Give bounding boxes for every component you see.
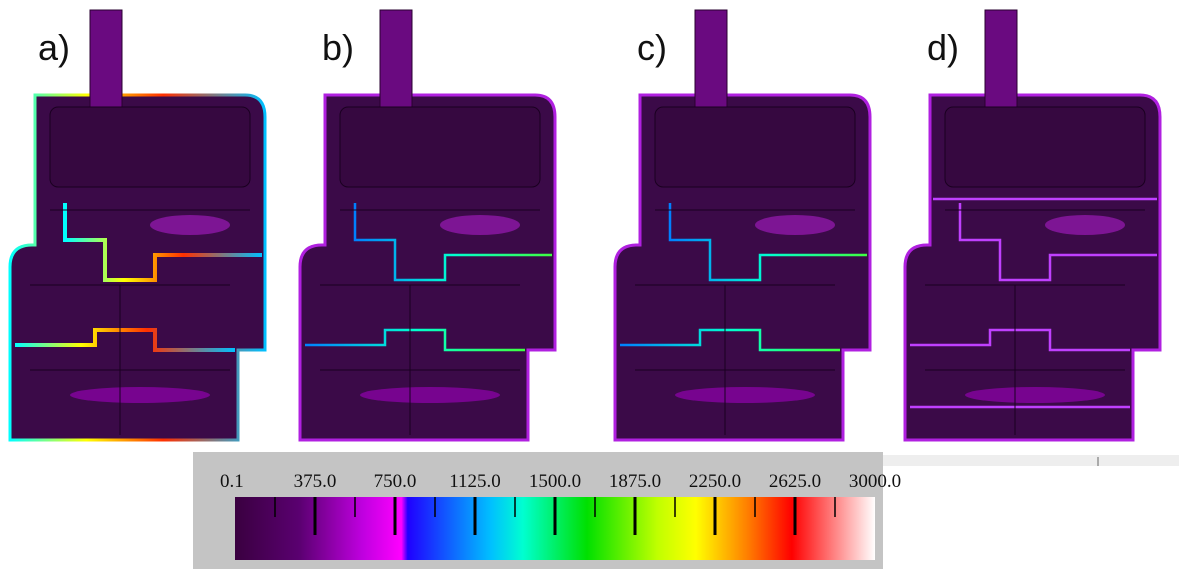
hot-spot xyxy=(440,215,520,235)
heat-contour xyxy=(15,328,235,352)
panel xyxy=(298,9,557,442)
heat-contour xyxy=(620,328,840,352)
panel-label: b) xyxy=(322,27,354,68)
colorbar-label: 2625.0 xyxy=(769,471,821,492)
panels: a) b) c) d) xyxy=(8,9,1162,442)
colorbar-labels: 0.1 375.0 750.0 1125.0 1500.0 1875.0 2250.0 262… xyxy=(220,471,901,535)
section-lines xyxy=(320,209,540,435)
panel-label: a) xyxy=(38,27,70,68)
hot-spot xyxy=(1045,215,1125,235)
heat-contour xyxy=(305,328,525,352)
strip xyxy=(883,455,1179,466)
colorbar-label: 1125.0 xyxy=(449,471,501,492)
hot-spot xyxy=(965,387,1105,403)
section-lines xyxy=(30,209,250,435)
panel-label: c) xyxy=(637,27,667,68)
hot-spot xyxy=(675,387,815,403)
colorbar-label: 3000.0 xyxy=(849,471,901,492)
colorbar-label: 750.0 xyxy=(374,471,417,492)
section-lines xyxy=(925,209,1145,435)
heat-contour xyxy=(353,203,552,282)
panel xyxy=(613,9,872,442)
heat-contour xyxy=(668,203,867,282)
sash-chamber xyxy=(654,106,856,188)
colorbar-label: 1875.0 xyxy=(609,471,661,492)
colorbar-label: 0.1 xyxy=(220,471,244,492)
panel-label: d) xyxy=(927,27,959,68)
hot-spot xyxy=(150,215,230,235)
hot-spot xyxy=(755,215,835,235)
hot-spot xyxy=(70,387,210,403)
panel xyxy=(903,9,1162,442)
sash-chamber xyxy=(49,106,251,188)
sash-chamber xyxy=(339,106,541,188)
colorbar-label: 2250.0 xyxy=(689,471,741,492)
heat-contour xyxy=(910,328,1130,352)
colorbar-label: 375.0 xyxy=(294,471,337,492)
hot-spot xyxy=(360,387,500,403)
colorbar-label: 1500.0 xyxy=(529,471,581,492)
heat-contour xyxy=(63,203,262,282)
panel xyxy=(8,9,267,442)
sash-chamber xyxy=(944,106,1146,188)
heat-contour xyxy=(958,203,1157,282)
section-lines xyxy=(635,209,855,435)
